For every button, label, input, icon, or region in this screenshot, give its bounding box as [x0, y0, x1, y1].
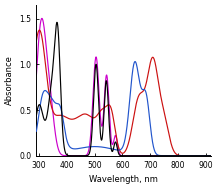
- Y-axis label: Absorbance: Absorbance: [5, 55, 14, 105]
- X-axis label: Wavelength, nm: Wavelength, nm: [89, 175, 158, 184]
